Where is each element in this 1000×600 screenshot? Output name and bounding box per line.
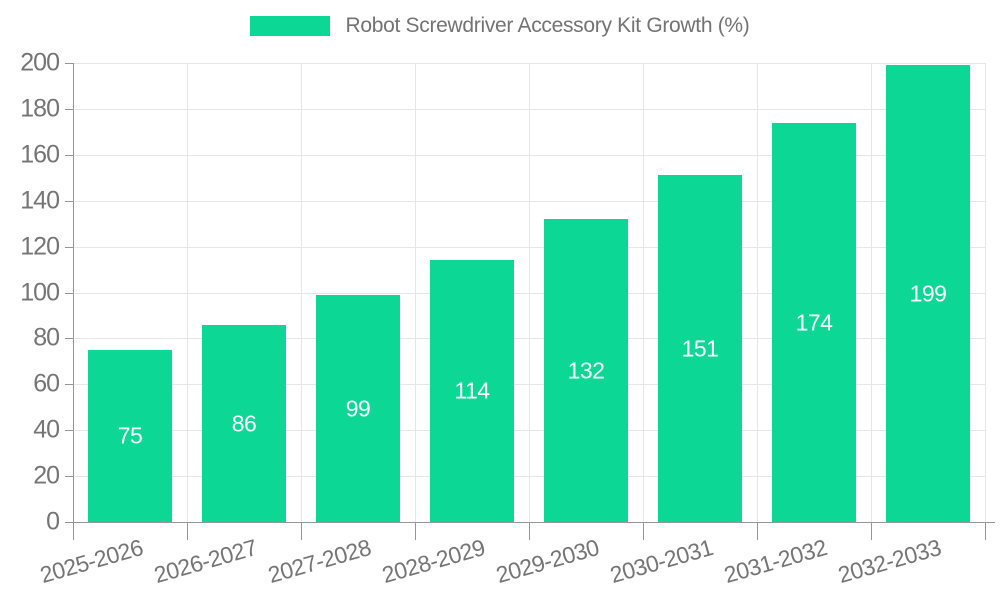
- x-axis-tick: [529, 522, 530, 540]
- gridline-vertical: [301, 63, 302, 522]
- gridline-vertical: [985, 63, 986, 522]
- y-axis-tick: [65, 246, 73, 248]
- y-tick-label: 0: [46, 507, 60, 536]
- plot-area: 75 86 99 114 132 151 174 199: [73, 63, 986, 522]
- x-axis-tick: [301, 522, 302, 540]
- x-tick-label: 2027-2028: [264, 534, 374, 589]
- y-tick-label: 40: [33, 415, 60, 444]
- bar[interactable]: 174: [772, 123, 856, 522]
- x-axis-tick: [871, 522, 872, 540]
- x-tick-label: 2032-2033: [834, 534, 944, 589]
- gridline-vertical: [415, 63, 416, 522]
- y-tick-label: 120: [20, 232, 60, 261]
- y-tick-label: 20: [33, 461, 60, 490]
- bar-value-label: 75: [117, 422, 143, 449]
- chart-legend[interactable]: Robot Screwdriver Accessory Kit Growth (…: [0, 14, 1000, 38]
- x-tick-label: 2028-2029: [378, 534, 488, 589]
- bar-value-label: 132: [567, 357, 605, 383]
- y-axis-tick: [65, 200, 73, 202]
- y-axis-tick: [65, 292, 73, 294]
- x-axis-tick: [187, 522, 188, 540]
- x-tick-label: 2031-2032: [720, 534, 830, 589]
- bar-value-label: 199: [909, 280, 947, 306]
- gridline-vertical: [757, 63, 758, 522]
- y-tick-label: 200: [20, 48, 60, 77]
- y-tick-label: 160: [20, 140, 60, 169]
- bar[interactable]: 75: [88, 350, 172, 522]
- bar[interactable]: 99: [316, 295, 400, 522]
- gridline-vertical: [643, 63, 644, 522]
- gridline-vertical: [529, 63, 530, 522]
- gridline-vertical: [871, 63, 872, 522]
- x-axis-tick: [415, 522, 416, 540]
- y-axis-tick: [65, 108, 73, 110]
- y-axis-tick: [65, 430, 73, 432]
- y-axis-tick: [65, 63, 73, 64]
- y-axis-tick: [65, 338, 73, 340]
- legend-swatch-icon: [250, 16, 331, 36]
- x-axis-tick: [73, 522, 74, 540]
- bar-value-label: 86: [231, 410, 257, 436]
- legend-label: Robot Screwdriver Accessory Kit Growth (…: [345, 14, 750, 37]
- x-axis-tick: [643, 522, 644, 540]
- bar[interactable]: 132: [544, 219, 628, 522]
- x-axis-line: [73, 522, 995, 523]
- y-axis-line: [73, 63, 74, 540]
- bar-value-label: 99: [345, 395, 371, 421]
- bar[interactable]: 86: [202, 325, 286, 522]
- y-tick-label: 180: [20, 94, 60, 123]
- x-axis-tick: [757, 522, 758, 540]
- y-axis-tick: [65, 384, 73, 386]
- bar-value-label: 114: [454, 377, 490, 404]
- x-tick-label: 2026-2027: [150, 534, 260, 589]
- y-tick-label: 80: [33, 323, 60, 352]
- y-tick-label: 100: [20, 278, 60, 306]
- x-axis-tick: [985, 522, 986, 540]
- y-axis-tick: [65, 476, 73, 478]
- bar[interactable]: 199: [886, 65, 970, 522]
- bar[interactable]: 114: [430, 260, 514, 522]
- bar-value-label: 151: [681, 335, 719, 361]
- bar[interactable]: 151: [658, 175, 742, 522]
- x-tick-label: 2025-2026: [36, 534, 146, 589]
- y-axis-tick: [65, 154, 73, 156]
- y-tick-label: 60: [33, 369, 60, 398]
- y-tick-label: 140: [20, 186, 60, 215]
- bar-value-label: 174: [795, 309, 833, 335]
- gridline-vertical: [187, 63, 188, 522]
- x-tick-label: 2029-2030: [492, 534, 602, 589]
- y-axis-tick: [65, 522, 73, 523]
- x-tick-label: 2030-2031: [606, 534, 716, 589]
